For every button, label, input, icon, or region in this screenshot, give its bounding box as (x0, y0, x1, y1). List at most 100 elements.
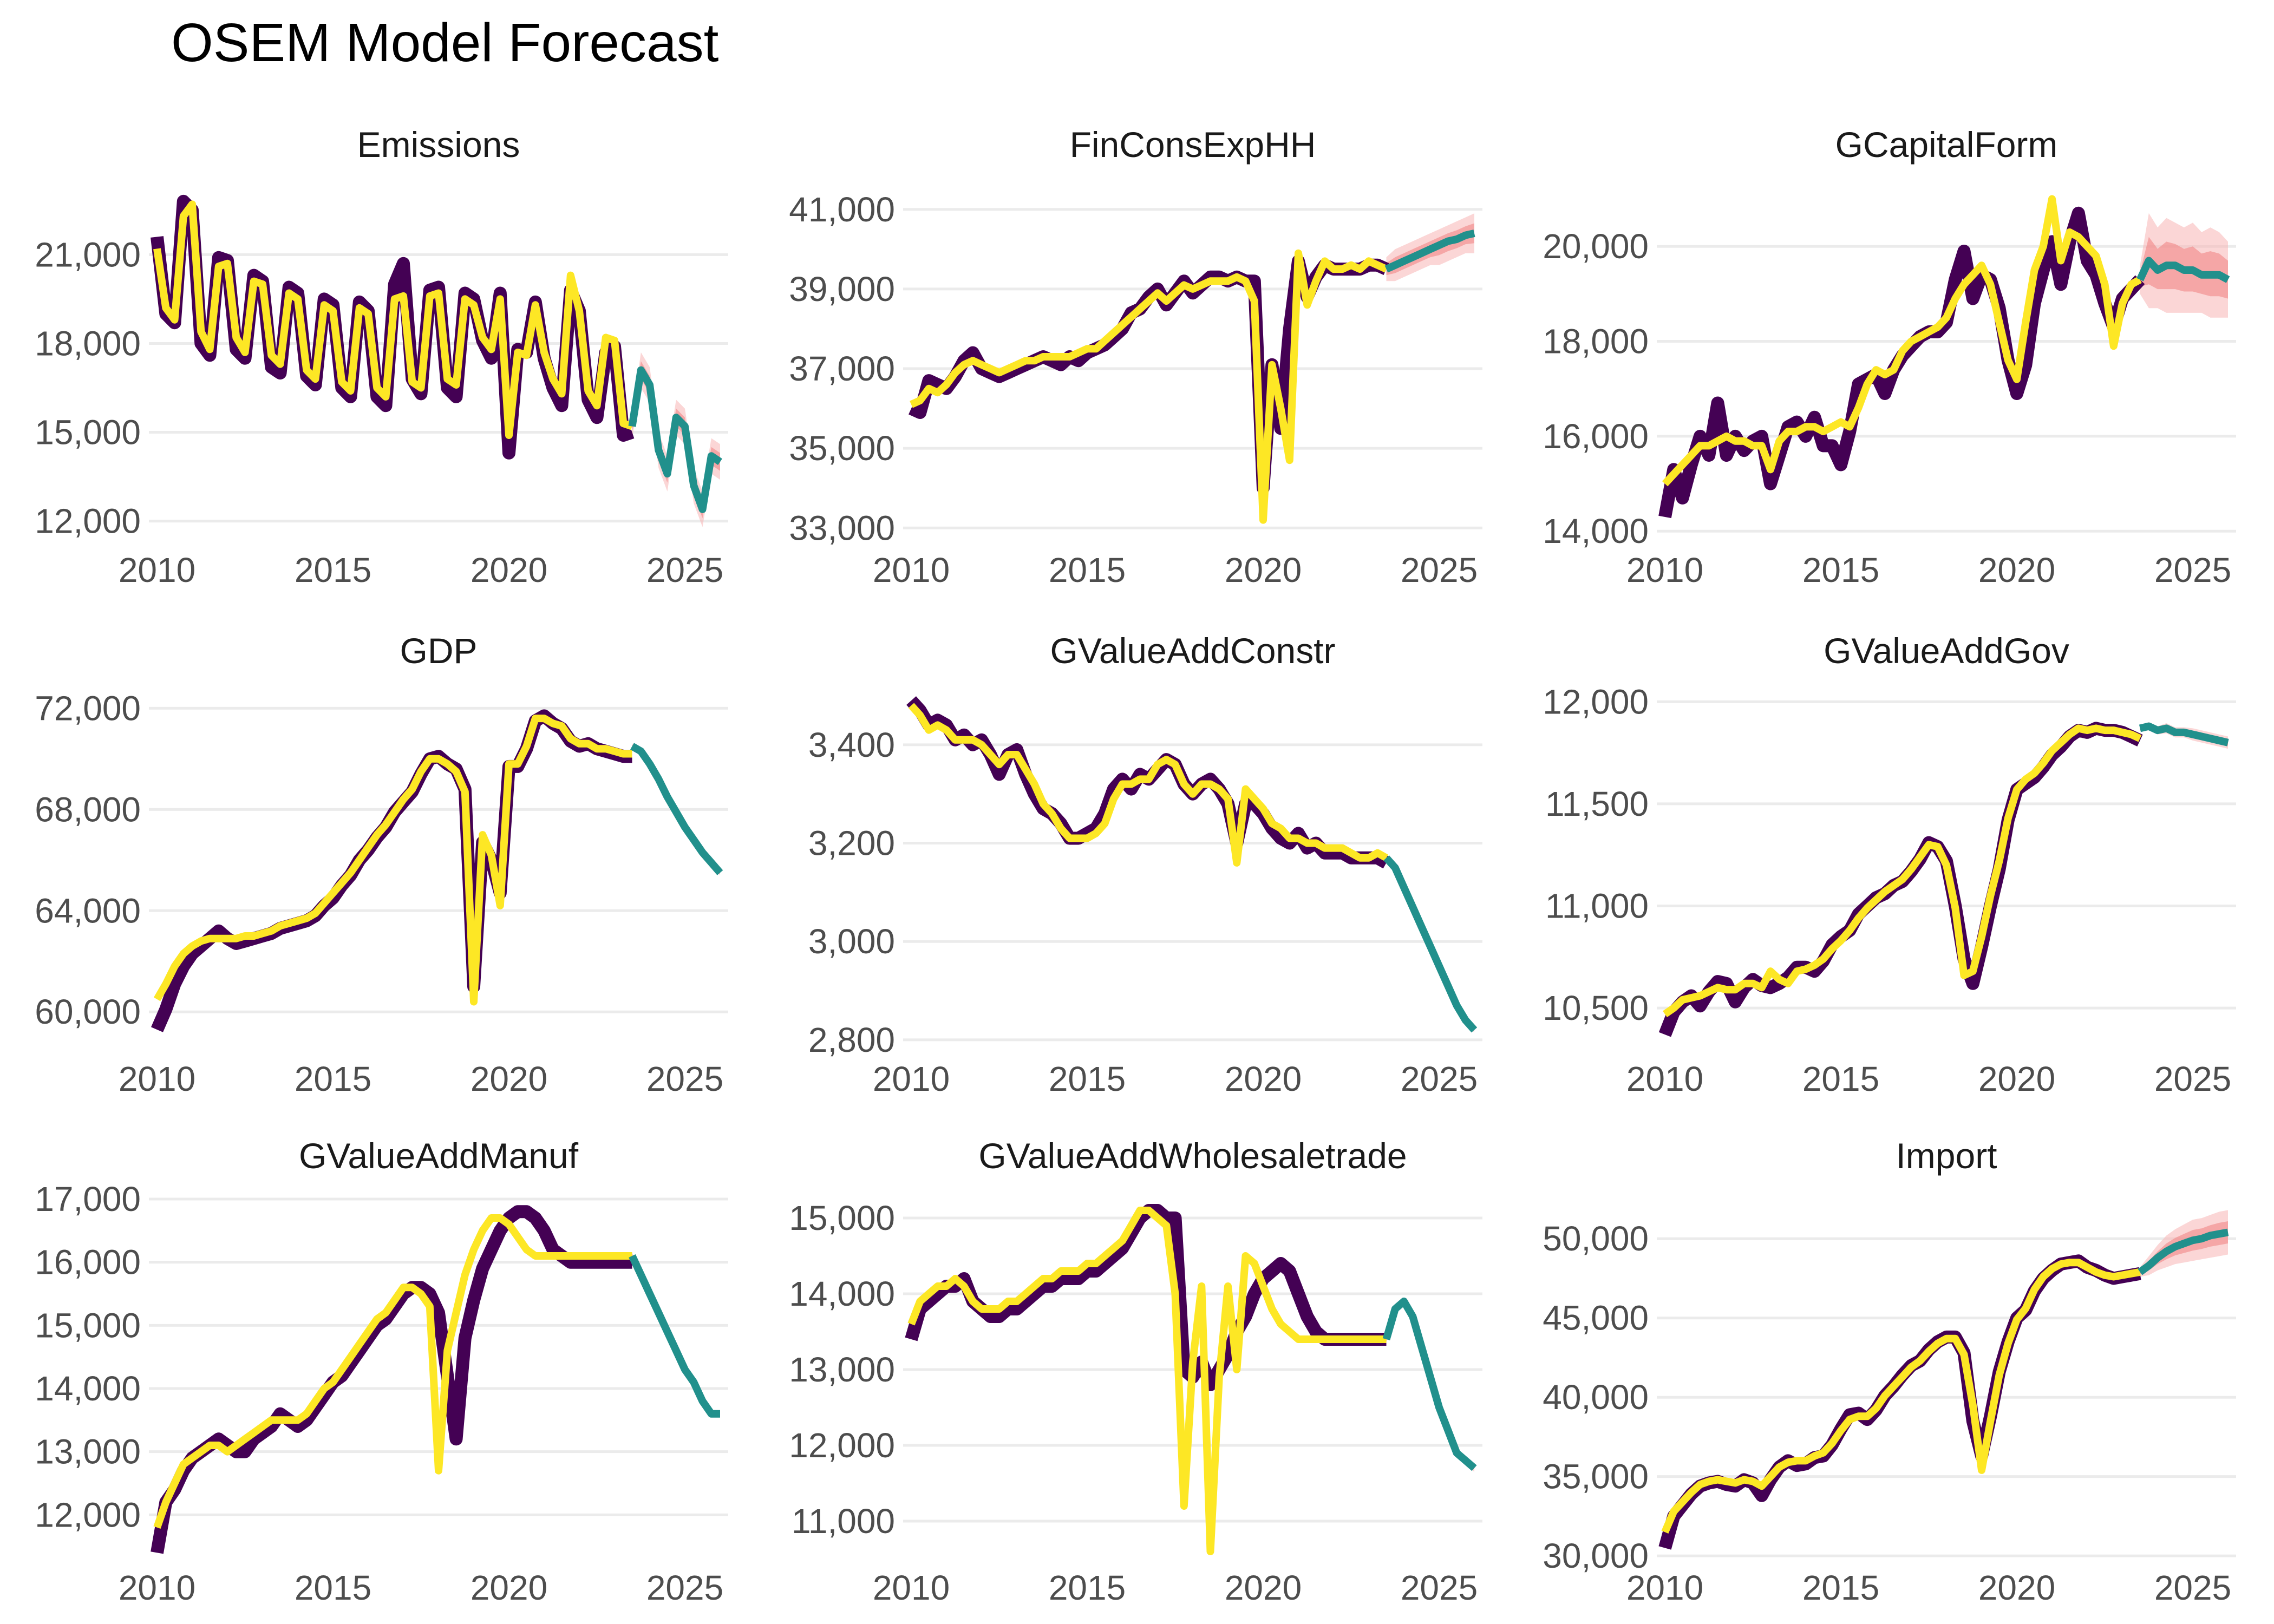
x-tick-label: 2025 (2154, 1059, 2231, 1098)
x-tick-label: 2010 (873, 551, 950, 590)
x-tick-label: 2025 (646, 1568, 723, 1607)
chart-panel: GValueAddWholesaletrade 11,000 12,000 13,00… (789, 1136, 1482, 1607)
x-tick-label: 2020 (471, 551, 547, 590)
fitted-series-line (1663, 724, 2142, 1018)
chart-panel: Import 30,000 35,000 40,000 45,000 50,000 2010… (1543, 1136, 2236, 1607)
y-tick-label: 15,000 (789, 1199, 895, 1237)
panel-title: FinConsExpHH (1070, 125, 1316, 165)
x-tick-label: 2025 (2154, 551, 2231, 590)
observed-series-line (909, 254, 1389, 495)
y-tick-label: 12,000 (35, 502, 141, 541)
y-tick-label: 64,000 (35, 891, 141, 930)
y-tick-label: 10,500 (1543, 988, 1649, 1027)
forecast-series-line (1384, 230, 1475, 273)
x-tick-label: 2025 (1401, 551, 1478, 590)
panel-title: GValueAddManuf (299, 1136, 579, 1176)
y-tick-label: 17,000 (35, 1180, 141, 1219)
panel-title: GValueAddGov (1824, 631, 2069, 671)
observed-series-line (1658, 206, 2145, 519)
forecast-series-line (629, 1254, 720, 1418)
y-tick-label: 37,000 (789, 349, 895, 388)
y-tick-label: 11,000 (792, 1502, 895, 1541)
x-tick-label: 2010 (119, 1059, 195, 1098)
y-tick-label: 13,000 (789, 1350, 895, 1389)
panel-title: Import (1896, 1136, 1997, 1176)
chart-panel: GCapitalForm 14,000 16,000 18,000 20,000 2010… (1543, 125, 2236, 590)
panel-title: GValueAddWholesaletrade (978, 1136, 1407, 1176)
y-tick-label: 35,000 (789, 429, 895, 468)
x-tick-label: 2020 (1225, 551, 1302, 590)
panel-title: GDP (400, 631, 477, 671)
y-tick-label: 68,000 (35, 790, 141, 829)
forecast-series-line (2136, 257, 2230, 283)
observed-series-line (151, 194, 635, 460)
chart-panel: GValueAddGov 10,500 11,000 11,500 12,000 2010… (1543, 631, 2236, 1098)
y-tick-label: 12,000 (789, 1426, 895, 1465)
observed-series-line (151, 709, 632, 1032)
x-tick-label: 2015 (1802, 1059, 1879, 1098)
x-tick-label: 2015 (295, 551, 371, 590)
observed-series-line (1658, 1254, 2141, 1550)
x-tick-label: 2015 (1802, 551, 1879, 590)
x-tick-label: 2015 (295, 1568, 371, 1607)
y-tick-label: 21,000 (35, 235, 141, 274)
forecast-interval-outer (632, 352, 720, 527)
x-tick-label: 2025 (646, 1059, 723, 1098)
y-tick-label: 16,000 (1543, 417, 1649, 456)
y-tick-label: 15,000 (35, 413, 141, 452)
x-tick-label: 2015 (1049, 1059, 1126, 1098)
y-tick-label: 41,000 (789, 190, 895, 229)
x-tick-label: 2015 (1802, 1568, 1879, 1607)
fitted-series-line (153, 200, 633, 439)
y-tick-label: 14,000 (35, 1369, 141, 1408)
y-tick-label: 45,000 (1543, 1299, 1649, 1338)
panel-title: GValueAddConstr (1050, 631, 1335, 671)
y-tick-label: 14,000 (1543, 512, 1649, 551)
fitted-series-line (1661, 1259, 2141, 1534)
x-tick-label: 2020 (1978, 1059, 2055, 1098)
x-tick-label: 2010 (1626, 1059, 1703, 1098)
x-tick-label: 2020 (1978, 1568, 2055, 1607)
x-tick-label: 2025 (646, 551, 723, 590)
y-tick-label: 12,000 (1543, 682, 1649, 721)
y-tick-label: 18,000 (35, 324, 141, 363)
fitted-series-line (1662, 195, 2142, 487)
forecast-series-line (628, 366, 722, 513)
y-tick-label: 40,000 (1543, 1378, 1649, 1417)
page-title: OSEM Model Forecast (171, 12, 719, 73)
x-tick-label: 2020 (1225, 1568, 1302, 1607)
y-tick-label: 13,000 (35, 1432, 141, 1471)
x-tick-label: 2010 (1626, 551, 1703, 590)
observed-series-line (905, 1204, 1387, 1391)
x-tick-label: 2025 (2154, 1568, 2231, 1607)
fitted-series-line (153, 1214, 632, 1529)
y-tick-label: 35,000 (1543, 1457, 1649, 1496)
forecast-series-line (2138, 1228, 2229, 1275)
forecast-series-line (1383, 855, 1478, 1033)
y-tick-label: 15,000 (35, 1306, 141, 1345)
panel-title: GCapitalForm (1835, 125, 2058, 165)
fitted-series-line (910, 249, 1388, 524)
y-tick-label: 18,000 (1543, 322, 1649, 361)
forecast-series-line (1382, 1298, 1477, 1471)
y-tick-label: 20,000 (1543, 227, 1649, 266)
fitted-series-line (153, 715, 632, 1006)
x-tick-label: 2010 (119, 1568, 195, 1607)
y-tick-label: 50,000 (1543, 1219, 1649, 1258)
y-tick-label: 11,000 (1545, 887, 1649, 926)
panel-title: Emissions (357, 125, 520, 165)
chart-panel: GDP 60,000 64,000 68,000 72,000 2010 2015 2020 2… (35, 631, 728, 1098)
x-tick-label: 2020 (471, 1568, 547, 1607)
x-tick-label: 2015 (1049, 1568, 1126, 1607)
y-tick-label: 60,000 (35, 992, 141, 1031)
y-tick-label: 3,400 (808, 725, 895, 764)
chart-panel: FinConsExpHH 33,000 35,000 37,000 39,000 41,0… (789, 125, 1482, 590)
fitted-series-line (908, 703, 1388, 867)
y-tick-label: 30,000 (1543, 1536, 1649, 1575)
y-tick-label: 16,000 (35, 1243, 141, 1282)
y-tick-label: 2,800 (808, 1020, 895, 1059)
x-tick-label: 2010 (119, 551, 195, 590)
x-tick-label: 2025 (1401, 1059, 1478, 1098)
chart-panel: GValueAddConstr 2,800 3,000 3,200 3,400 2010 2… (808, 631, 1482, 1098)
